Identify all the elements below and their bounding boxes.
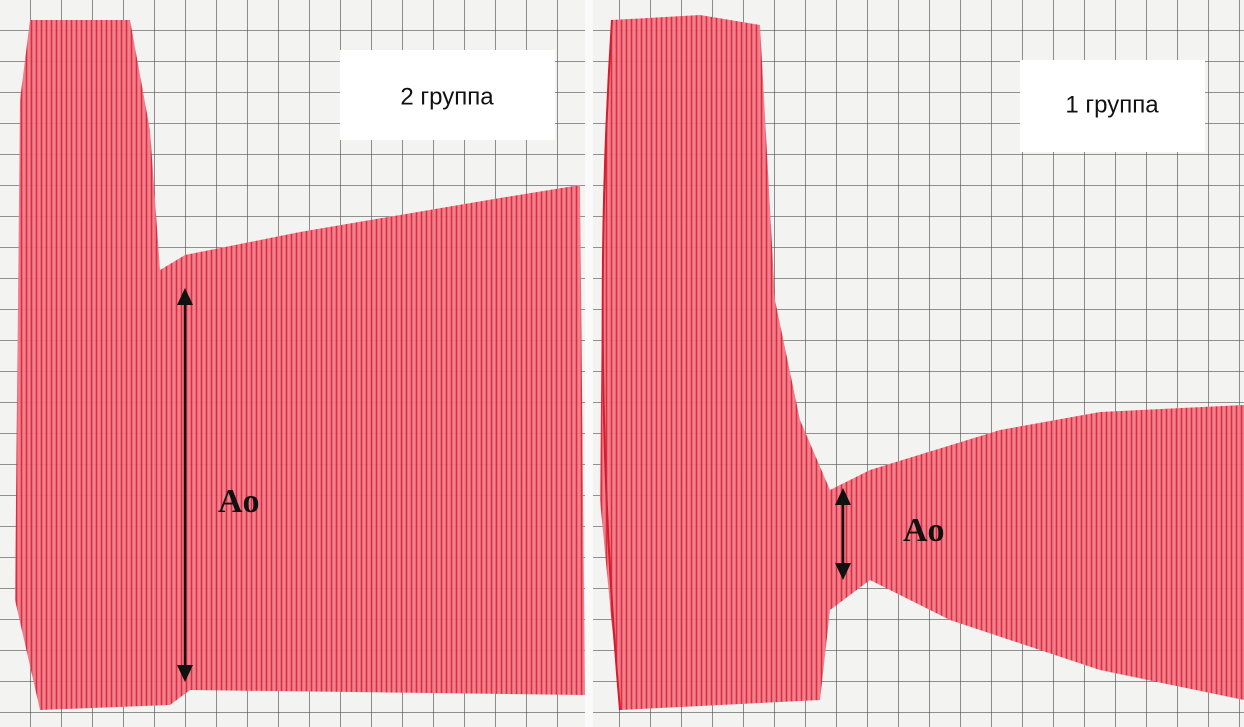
- group-label: 1 группа: [1065, 91, 1159, 118]
- amplitude-label: Ao: [218, 483, 260, 520]
- amplitude-label: Ao: [903, 512, 945, 549]
- photo: 2 группа 1 группа Ao Ao: [0, 0, 1244, 727]
- panel-divider: [585, 0, 593, 727]
- group-label: 2 группа: [400, 83, 494, 110]
